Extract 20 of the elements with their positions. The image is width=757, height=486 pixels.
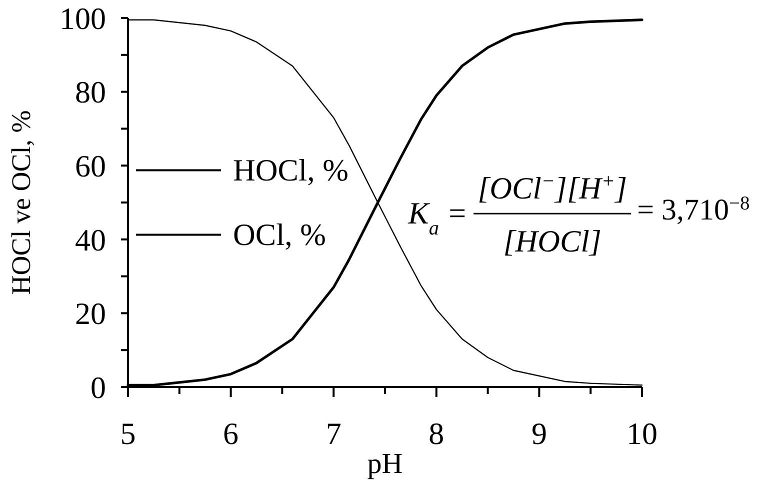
- x-axis-title: pH: [367, 448, 403, 480]
- y-tick-label: 20: [75, 296, 106, 332]
- annotation: [OCl$^{−}$][H$^{+}$]: [478, 170, 628, 206]
- annotation: K$_{a}$ =: [407, 196, 468, 240]
- y-tick-label: 40: [75, 222, 106, 258]
- y-tick-label: 60: [75, 148, 106, 184]
- y-axis-title: HOCl ve OCl, %: [6, 110, 36, 295]
- legend-label: HOCl, %: [233, 152, 348, 188]
- annotation: = 3,710$^{−8}$: [637, 193, 750, 227]
- annotation: [HOCl]: [503, 224, 602, 259]
- y-tick-label: 100: [60, 0, 106, 36]
- x-tick-label: 10: [626, 416, 658, 451]
- x-tick-label: 6: [223, 416, 239, 451]
- x-tick-label: 7: [326, 416, 342, 451]
- x-tick-label: 8: [428, 416, 444, 451]
- x-tick-label: 5: [120, 416, 136, 451]
- y-tick-label: 80: [75, 74, 106, 110]
- legend-label: OCl, %: [233, 217, 326, 252]
- x-tick-label: 9: [531, 416, 547, 451]
- y-tick-label: 0: [90, 370, 106, 405]
